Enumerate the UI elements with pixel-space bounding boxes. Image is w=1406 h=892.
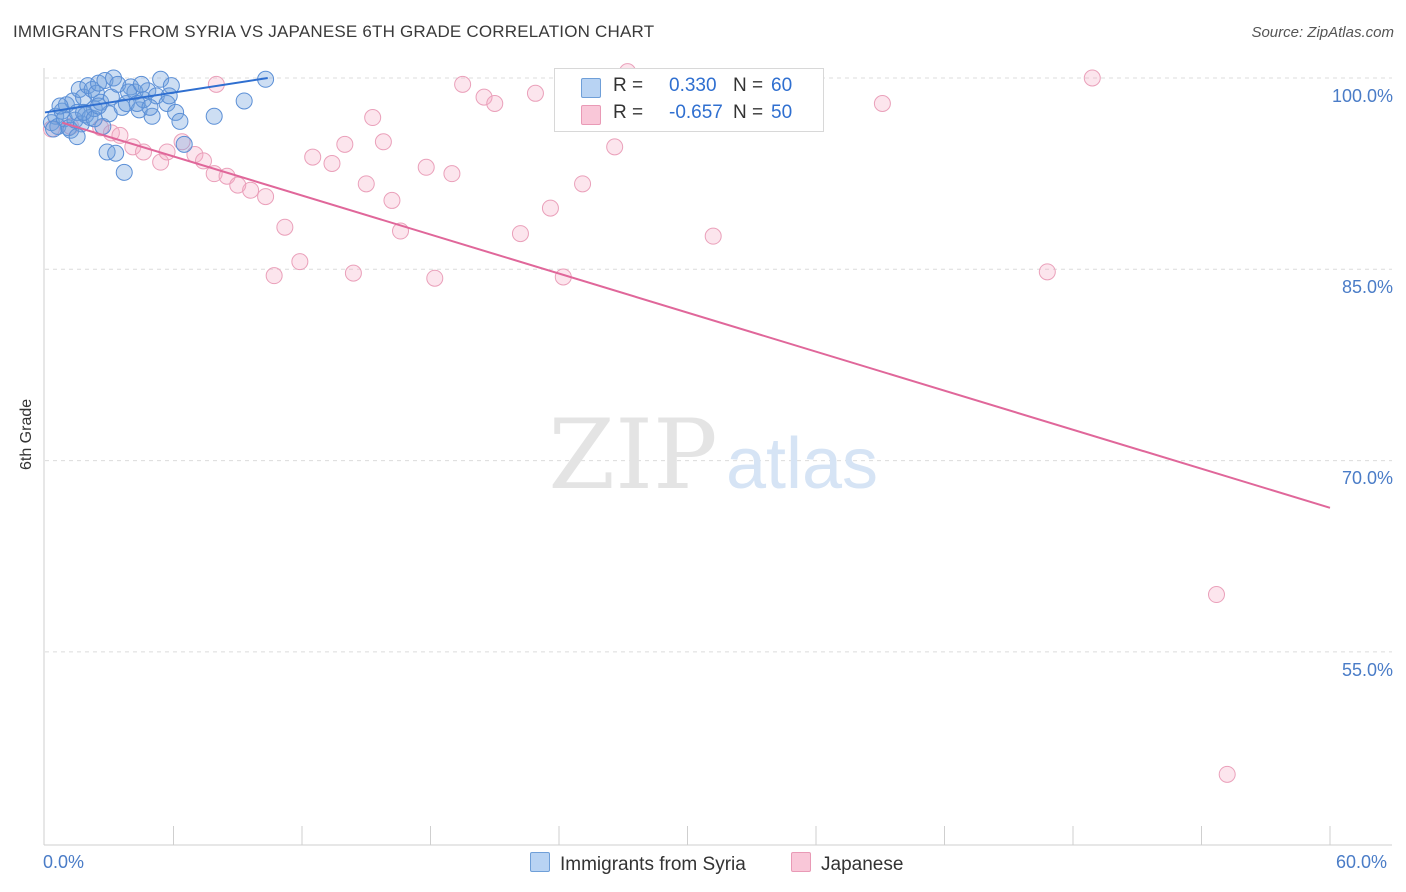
grid-lines bbox=[45, 77, 1392, 653]
n-value: 50 bbox=[771, 102, 793, 123]
y-tick-label: 85.0% bbox=[1341, 277, 1393, 297]
japanese-point bbox=[357, 175, 375, 193]
y-axis-label: 6th Grade bbox=[18, 398, 35, 470]
syria-point bbox=[167, 103, 185, 121]
syria-point bbox=[98, 143, 116, 161]
axes bbox=[43, 68, 1392, 846]
japanese-point bbox=[1038, 263, 1056, 281]
syria-point bbox=[107, 144, 125, 162]
japanese-point bbox=[304, 148, 322, 166]
syria-point bbox=[205, 107, 223, 125]
japanese-point bbox=[426, 269, 444, 287]
japanese-point bbox=[606, 138, 624, 156]
n-label: N = bbox=[733, 102, 764, 123]
japanese-point bbox=[873, 95, 891, 113]
japanese-point bbox=[443, 165, 461, 183]
trend-lines bbox=[44, 77, 1331, 509]
japanese-point bbox=[1083, 69, 1101, 87]
syria-point bbox=[235, 92, 253, 110]
x-tick-label: 0.0% bbox=[43, 852, 85, 872]
syria-trend-line bbox=[44, 77, 268, 114]
legend-item-syria[interactable]: Immigrants from Syria bbox=[530, 852, 746, 876]
japanese-point bbox=[541, 199, 559, 217]
n-value: 60 bbox=[771, 75, 793, 96]
syria-point bbox=[132, 75, 150, 93]
syria-point bbox=[139, 82, 157, 100]
syria-point bbox=[45, 120, 63, 138]
japanese-point bbox=[417, 158, 435, 176]
watermark: ZIP atlas bbox=[548, 399, 878, 511]
japanese-point bbox=[511, 225, 529, 243]
watermark-atlas: atlas bbox=[726, 424, 878, 504]
japanese-point bbox=[454, 75, 472, 93]
japanese-point bbox=[374, 133, 392, 151]
syria-point bbox=[175, 135, 193, 153]
syria-point bbox=[75, 103, 93, 121]
syria-point bbox=[70, 80, 88, 98]
r-value: -0.657 bbox=[669, 102, 723, 123]
syria-point bbox=[90, 97, 108, 115]
stats-box: R = 0.330 N = 60 R = -0.657 N = 50 bbox=[554, 68, 824, 132]
legend-label: Japanese bbox=[821, 854, 904, 875]
japanese-point bbox=[475, 88, 493, 106]
y-tick-label: 70.0% bbox=[1341, 468, 1393, 488]
japanese-point bbox=[704, 227, 722, 245]
r-label: R = bbox=[613, 75, 644, 96]
japanese-point bbox=[323, 154, 341, 172]
japanese-point bbox=[229, 176, 247, 194]
japanese-point bbox=[291, 253, 309, 271]
japanese-point bbox=[257, 188, 275, 206]
japanese-point bbox=[383, 191, 401, 209]
japanese-point bbox=[526, 84, 544, 102]
y-tick-label: 55.0% bbox=[1341, 660, 1393, 680]
japanese-point bbox=[152, 153, 170, 171]
r-value: 0.330 bbox=[669, 75, 717, 96]
syria-point bbox=[115, 163, 133, 181]
n-label: N = bbox=[733, 75, 764, 96]
y-tick-label: 100.0% bbox=[1331, 86, 1393, 106]
japanese-point bbox=[265, 267, 283, 285]
japanese-point bbox=[486, 95, 504, 113]
japanese-point bbox=[336, 135, 354, 153]
japanese-point bbox=[1218, 765, 1236, 783]
syria-point bbox=[141, 98, 159, 116]
syria-point bbox=[160, 87, 178, 105]
syria-point bbox=[68, 128, 86, 146]
japanese-point bbox=[344, 264, 362, 282]
syria-point bbox=[85, 110, 103, 128]
chart-title: IMMIGRANTS FROM SYRIA VS JAPANESE 6TH GR… bbox=[13, 22, 655, 41]
japanese-trend-line bbox=[61, 121, 1331, 509]
japanese-point bbox=[364, 109, 382, 127]
japanese-point bbox=[242, 181, 260, 199]
x-tick-label: 60.0% bbox=[1336, 852, 1388, 872]
legend-swatch-japanese bbox=[791, 852, 811, 872]
legend-item-japanese[interactable]: Japanese bbox=[791, 852, 903, 876]
syria-swatch bbox=[581, 78, 601, 98]
japanese-point bbox=[276, 218, 294, 236]
r-label: R = bbox=[613, 102, 644, 123]
legend-label: Immigrants from Syria bbox=[560, 854, 746, 875]
source-label: Source: ZipAtlas.com bbox=[1251, 24, 1394, 41]
syria-point bbox=[152, 70, 170, 88]
syria-point bbox=[171, 112, 189, 130]
legend-swatch-syria bbox=[530, 852, 550, 872]
watermark-zip: ZIP bbox=[548, 399, 717, 511]
japanese-point bbox=[173, 133, 191, 151]
japanese-point bbox=[1207, 586, 1225, 604]
japanese-point bbox=[574, 175, 592, 193]
japanese-swatch bbox=[581, 105, 601, 125]
